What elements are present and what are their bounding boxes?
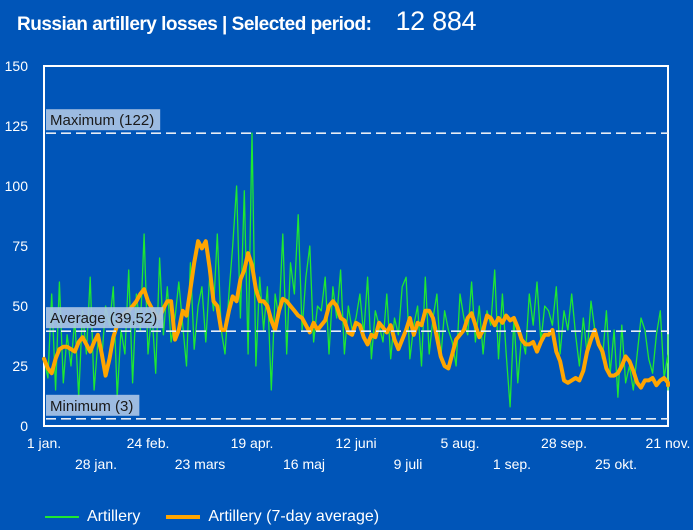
y-tick-label: 50 <box>12 298 28 314</box>
series-line-artillery <box>43 132 669 408</box>
legend-item-artillery[interactable]: Artillery <box>45 508 140 526</box>
legend-label-artillery-7-day-average: Artillery (7-day average) <box>208 508 380 525</box>
legend-swatch-artillery-7-day-average <box>166 515 201 519</box>
series-layer <box>42 132 670 408</box>
y-tick-label: 0 <box>20 418 28 434</box>
x-tick-label: 25 okt. <box>595 456 637 472</box>
x-tick-label: 1 jan. <box>27 435 61 451</box>
chart-header: Russian artillery losses | Selected peri… <box>17 6 477 37</box>
reference-label-text: Average (39,52) <box>50 310 157 327</box>
x-tick-label: 21 nov. <box>646 435 691 451</box>
x-tick-label: 19 apr. <box>231 435 274 451</box>
reference-label-average: Average (39,52) <box>46 307 164 329</box>
reference-label-bg <box>46 394 140 416</box>
y-tick-label: 25 <box>12 358 28 374</box>
x-tick-label: 28 jan. <box>75 456 117 472</box>
selected-period-total: 12 884 <box>395 6 477 36</box>
x-axis-ticks: 1 jan. 28 jan. 24 feb. 23 mars 19 apr. 16 maj… <box>27 435 691 472</box>
legend: Artillery Artillery (7-day average) <box>45 508 405 526</box>
x-tick-label: 23 mars <box>175 456 226 472</box>
y-tick-label: 75 <box>12 238 28 254</box>
y-tick-label: 150 <box>5 58 29 74</box>
x-tick-label: 1 sep. <box>493 456 531 472</box>
legend-swatch-artillery <box>45 516 79 518</box>
x-tick-label: 16 maj <box>283 456 325 472</box>
x-tick-label: 5 aug. <box>441 435 480 451</box>
x-tick-label: 24 feb. <box>127 435 170 451</box>
x-tick-label: 12 juni <box>335 435 376 451</box>
reference-label-bg <box>46 307 164 329</box>
chart-title: Russian artillery losses | Selected peri… <box>17 14 372 35</box>
series-line-artillery-7-day-average <box>42 239 670 390</box>
x-tick-label: 9 juli <box>394 456 423 472</box>
reference-lines: Maximum (122) Average (39,52) Minimum (3) <box>46 109 668 420</box>
legend-item-artillery-7-day-average[interactable]: Artillery (7-day average) <box>166 508 379 526</box>
y-axis-ticks: 0 25 50 75 100 125 150 <box>5 58 29 434</box>
reference-label-minimum: Minimum (3) <box>46 394 140 416</box>
legend-label-artillery: Artillery <box>87 508 141 525</box>
x-tick-label: 28 sep. <box>541 435 587 451</box>
plot-frame <box>43 65 669 427</box>
reference-label-text: Maximum (122) <box>50 112 154 129</box>
reference-label-bg <box>46 109 161 131</box>
y-tick-label: 125 <box>5 118 29 134</box>
reference-label-maximum: Maximum (122) <box>46 109 161 131</box>
y-tick-label: 100 <box>5 178 29 194</box>
reference-label-text: Minimum (3) <box>50 398 133 415</box>
